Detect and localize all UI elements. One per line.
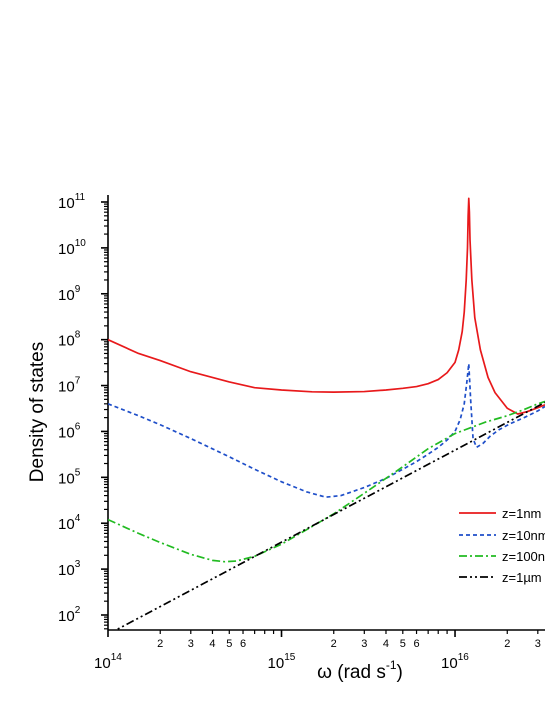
y-axis-label: Density of states [27, 342, 48, 482]
x-minor-tick-label: 6 [240, 638, 246, 650]
y-tick-label-base: 10 [58, 424, 75, 441]
x-axis-label: ω (rad s-1) [317, 658, 403, 683]
y-tick-label-exp: 9 [75, 284, 81, 295]
x-tick-label-exp: 16 [458, 652, 470, 663]
x-major-tick-label: 1016 [441, 652, 469, 672]
y-tick-label-base: 10 [58, 195, 75, 212]
legend: z=1nm z=10nm z=100nm z=1µm [459, 506, 545, 585]
series-line-0 [108, 197, 545, 415]
x-minor-tick-label: 6 [413, 638, 419, 650]
y-tick-label-exp: 3 [75, 559, 81, 570]
y-tick-label-base: 10 [58, 379, 75, 396]
y-tick-label: 108 [58, 330, 81, 350]
axis-labels: Density of states ω (rad s-1) [27, 342, 403, 683]
series-line-1 [108, 362, 545, 498]
x-minor-tick-label: 3 [188, 638, 194, 650]
x-axis-label-base: ω (rad s [317, 662, 386, 683]
x-tick-label-base: 10 [94, 655, 111, 672]
y-tick-label-exp: 11 [75, 192, 86, 203]
y-tick-label: 1010 [58, 238, 86, 258]
y-tick-label-exp: 6 [75, 421, 81, 432]
y-tick-label-base: 10 [58, 470, 75, 487]
y-tick-label-exp: 7 [75, 376, 81, 387]
x-tick-label-base: 10 [268, 655, 285, 672]
y-tick-label-exp: 4 [75, 513, 81, 524]
x-major-tick-label: 1014 [94, 652, 122, 672]
y-tick-label-exp: 10 [75, 238, 87, 249]
y-tick-label-base: 10 [58, 333, 75, 350]
legend-label-1: z=10nm [502, 528, 545, 543]
x-minor-tick-label: 5 [400, 638, 406, 650]
x-major-tick-label: 1015 [268, 652, 296, 672]
y-tick-label: 102 [58, 605, 81, 625]
y-tick-label: 1011 [58, 192, 86, 212]
series-line-3 [114, 401, 545, 630]
y-tick-label: 106 [58, 421, 81, 441]
y-tick-label: 105 [58, 467, 81, 487]
y-tick-label-base: 10 [58, 516, 75, 533]
x-minor-tick-label: 4 [383, 638, 389, 650]
x-minor-tick-label: 4 [209, 638, 215, 650]
legend-label-2: z=100nm [502, 549, 545, 564]
y-tick-label: 107 [58, 376, 81, 396]
x-minor-tick-label: 3 [361, 638, 367, 650]
y-tick-label: 109 [58, 284, 81, 304]
y-tick-label-base: 10 [58, 287, 75, 304]
y-tick-label-exp: 5 [75, 467, 81, 478]
x-tick-label-base: 10 [441, 655, 458, 672]
x-minor-tick-label: 3 [535, 638, 541, 650]
x-minor-tick-label: 5 [226, 638, 232, 650]
legend-label-0: z=1nm [502, 506, 541, 521]
series-layer [108, 197, 545, 630]
x-minor-tick-label: 2 [504, 638, 510, 650]
y-tick-label: 103 [58, 559, 81, 579]
y-tick-label: 104 [58, 513, 81, 533]
y-tick-label-exp: 2 [75, 605, 81, 616]
y-tick-label-base: 10 [58, 608, 75, 625]
x-tick-label-exp: 15 [284, 652, 296, 663]
series-line-2 [108, 400, 545, 563]
y-tick-label-base: 10 [58, 241, 75, 258]
y-tick-label-base: 10 [58, 562, 75, 579]
x-minor-tick-label: 2 [331, 638, 337, 650]
legend-label-3: z=1µm [502, 570, 542, 585]
x-axis-label-exp: -1 [386, 658, 397, 672]
x-tick-label-exp: 14 [111, 652, 123, 663]
x-minor-tick-label: 2 [157, 638, 163, 650]
y-tick-label-exp: 8 [75, 330, 81, 341]
x-axis-label-close: ) [397, 662, 403, 683]
